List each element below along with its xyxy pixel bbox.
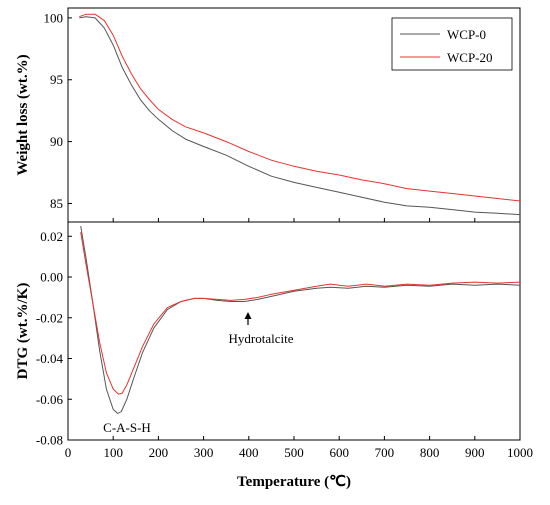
- top-y-tick-label: 95: [50, 72, 63, 87]
- hydrotalcite-arrowhead: [244, 312, 252, 319]
- x-tick-label: 200: [149, 445, 169, 460]
- cash-label: C-A-S-H: [103, 420, 151, 435]
- x-axis-title: Temperature (℃): [237, 474, 351, 490]
- x-tick-label: 500: [284, 445, 304, 460]
- top-y-tick-label: 100: [44, 10, 64, 25]
- x-tick-label: 300: [194, 445, 214, 460]
- x-tick-label: 600: [329, 445, 349, 460]
- x-tick-label: 700: [375, 445, 395, 460]
- top-series-wcp-0: [79, 16, 521, 216]
- bottom-y-tick-label: -0.02: [36, 310, 63, 325]
- top-series-wcp-20: [79, 13, 521, 202]
- x-tick-label: 800: [420, 445, 440, 460]
- bottom-y-tick-label: -0.06: [36, 392, 64, 407]
- x-tick-label: 1000: [507, 445, 533, 460]
- bottom-plot-area: [80, 226, 521, 414]
- legend: WCP-0 WCP-20: [391, 17, 513, 71]
- bottom-y-tick-label: 0.00: [40, 270, 63, 285]
- bottom-y-axis-title: DTG (wt.%/K): [15, 283, 31, 380]
- top-plot-area: [79, 13, 521, 216]
- x-tick-label: 100: [103, 445, 123, 460]
- x-axis: 0 100 200 300 400 500 600 700 800 900 1000: [65, 436, 533, 460]
- bottom-series-wcp-0: [80, 226, 521, 414]
- legend-box: [391, 17, 513, 71]
- bottom-y-tick-label: 0.02: [40, 229, 63, 244]
- x-tick-label: 900: [465, 445, 485, 460]
- top-y-axis-title: Weight loss (wt.%): [15, 54, 31, 175]
- bottom-series-wcp-20: [80, 232, 521, 395]
- bottom-y-tick-label: -0.08: [36, 433, 63, 448]
- x-tick-label: 400: [239, 445, 259, 460]
- legend-label-wcp-20: WCP-20: [447, 50, 493, 65]
- top-y-axis: 85 90 95 100: [44, 10, 521, 222]
- x-tick-label: 0: [65, 445, 72, 460]
- hydrotalcite-label: Hydrotalcite: [229, 331, 294, 346]
- top-y-tick-label: 85: [50, 196, 63, 211]
- top-y-tick-label: 90: [50, 134, 63, 149]
- bottom-panel-frame: [67, 221, 521, 441]
- annotation-hydrotalcite: Hydrotalcite: [229, 312, 294, 346]
- bottom-y-axis: -0.08 -0.06 -0.04 -0.02 0.00 0.02: [36, 229, 72, 448]
- bottom-y-tick-label: -0.04: [36, 351, 64, 366]
- legend-label-wcp-0: WCP-0: [447, 27, 486, 42]
